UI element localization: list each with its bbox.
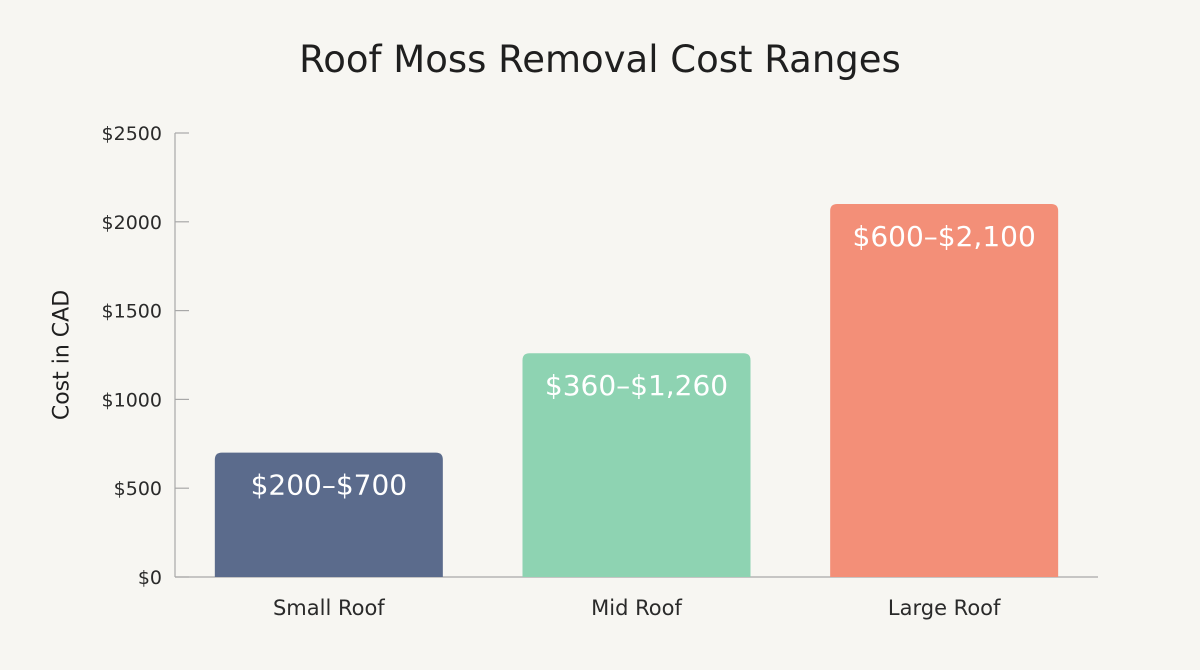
bar-large-roof bbox=[830, 204, 1059, 578]
bar-value-label: $600–$2,100 bbox=[853, 220, 1036, 253]
y-tick-label: $2500 bbox=[102, 123, 162, 145]
bar-small-roof bbox=[214, 452, 443, 577]
bars bbox=[214, 204, 1059, 578]
y-tick-label: $2000 bbox=[102, 212, 162, 234]
category-labels: Small Roof Mid Roof Large Roof bbox=[273, 596, 1001, 620]
x-category-label: Large Roof bbox=[888, 596, 1001, 620]
y-tick-label: $1000 bbox=[102, 389, 162, 411]
chart-title: Roof Moss Removal Cost Ranges bbox=[299, 38, 901, 81]
bar-value-label: $200–$700 bbox=[251, 469, 408, 502]
x-category-label: Small Roof bbox=[273, 596, 385, 620]
bar-value-label: $360–$1,260 bbox=[545, 369, 728, 402]
x-category-label: Mid Roof bbox=[591, 596, 682, 620]
bar-labels: $200–$700 $360–$1,260 $600–$2,100 bbox=[251, 220, 1036, 502]
y-ticks: $0 $500 $1000 $1500 $2000 $2500 bbox=[102, 123, 189, 589]
bar-mid-roof bbox=[522, 353, 751, 577]
y-tick-label: $1500 bbox=[102, 301, 162, 323]
y-tick-label: $0 bbox=[138, 567, 162, 589]
y-tick-label: $500 bbox=[114, 478, 162, 500]
